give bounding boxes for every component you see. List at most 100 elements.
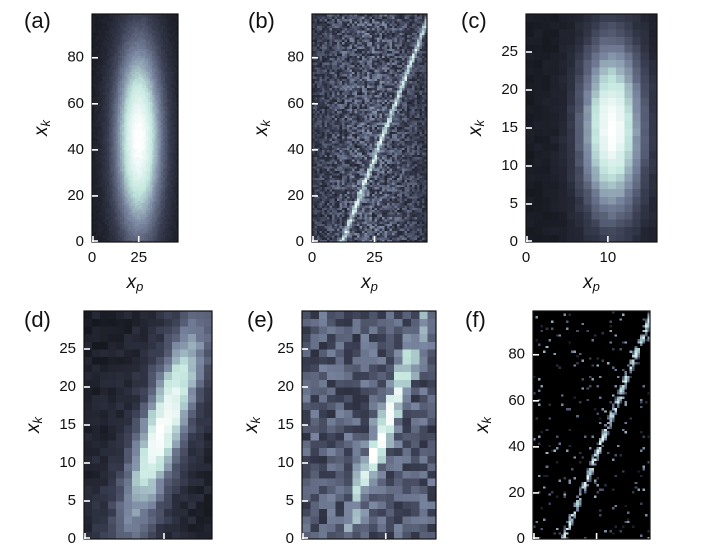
heatmap-cell (172, 209, 175, 213)
heatmap-cell (127, 27, 130, 31)
heatmap-cell (146, 156, 149, 160)
heatmap-cell (121, 156, 125, 160)
heatmap-cell (157, 78, 160, 82)
heatmap-cell (95, 168, 98, 171)
heatmap-cell (101, 92, 104, 95)
heatmap-cell (367, 228, 370, 231)
heatmap-cell (129, 223, 132, 227)
heatmap-cell (164, 43, 168, 47)
heatmap-cell (164, 78, 168, 82)
heatmap-cell (384, 223, 388, 227)
heatmap-cell (95, 209, 98, 213)
heatmap-cell (116, 216, 119, 220)
heatmap-cell (120, 168, 123, 171)
heatmap-cell (153, 184, 156, 188)
heatmap-cell (352, 235, 355, 238)
heatmap-cell (144, 198, 147, 201)
heatmap-cell (146, 20, 149, 24)
heatmap-cell (133, 41, 136, 45)
heatmap-cell (168, 55, 171, 59)
heatmap-cell (153, 34, 156, 38)
heatmap-cell (106, 163, 110, 167)
heatmap-cell (332, 237, 335, 241)
heatmap-cell (157, 168, 160, 171)
heatmap-cell (151, 212, 155, 215)
heatmap-cell (114, 138, 117, 142)
heatmap-cell (163, 85, 166, 89)
heatmap-cell (149, 124, 153, 128)
heatmap-cell (121, 126, 125, 130)
heatmap-cell (112, 124, 115, 128)
heatmap-cell (97, 184, 100, 188)
heatmap-cell (121, 110, 125, 114)
heatmap-cell (93, 142, 97, 146)
heatmap-cell (149, 101, 153, 105)
heatmap-cell (163, 218, 166, 222)
heatmap-cell (324, 235, 328, 238)
heatmap-cell (108, 202, 112, 206)
heatmap-cell (174, 147, 177, 151)
heatmap-cell (163, 200, 166, 204)
heatmap-cell (106, 60, 110, 63)
heatmap-cell (125, 166, 128, 169)
heatmap-cell (131, 159, 134, 162)
heatmap-cell (118, 87, 121, 91)
heatmap-cell (140, 214, 143, 218)
heatmap-cell (92, 115, 95, 118)
heatmap-cell (136, 131, 140, 135)
heatmap-cell (166, 23, 169, 26)
heatmap-cell (379, 235, 383, 238)
heatmap-cell (120, 76, 123, 79)
heatmap-cell (131, 154, 134, 158)
heatmap-cell (108, 108, 112, 112)
heatmap-cell (112, 78, 115, 82)
heatmap-cell (155, 92, 158, 95)
heatmap-cell (120, 60, 123, 63)
heatmap-cell (101, 140, 104, 144)
heatmap-cell (93, 202, 97, 206)
heatmap-cell (142, 235, 145, 238)
heatmap-cell (112, 212, 115, 215)
heatmap-cell (116, 156, 119, 160)
heatmap-cell (125, 184, 128, 188)
heatmap-cell (99, 136, 102, 139)
heatmap-cell (103, 195, 106, 199)
heatmap-cell (129, 232, 132, 236)
heatmap-cell (105, 175, 108, 178)
heatmap-cell (170, 48, 173, 52)
heatmap-cell (144, 239, 147, 243)
heatmap-cell (155, 18, 158, 22)
heatmap-cell (142, 30, 145, 33)
heatmap-cell (114, 230, 117, 234)
heatmap-cell (93, 154, 97, 158)
heatmap-cell (105, 115, 108, 118)
heatmap-cell (176, 115, 179, 118)
heatmap-cell (97, 166, 100, 169)
heatmap-cell (317, 237, 320, 241)
heatmap-cell (108, 131, 112, 135)
heatmap-cell (164, 14, 168, 17)
heatmap-cell (151, 60, 155, 63)
heatmap-cell (133, 223, 136, 227)
heatmap-cell (153, 27, 156, 31)
heatmap-cell (120, 106, 123, 109)
heatmap-cell (92, 138, 95, 142)
heatmap-cell (114, 48, 117, 52)
heatmap-cell (135, 96, 138, 100)
heatmap-cell (97, 223, 100, 227)
heatmap-cell (140, 87, 143, 91)
heatmap-cell (131, 76, 134, 79)
heatmap-cell (164, 214, 168, 218)
heatmap-cell (136, 147, 140, 151)
heatmap-cell (92, 126, 95, 130)
heatmap-cell (161, 90, 164, 93)
heatmap-cell (99, 202, 102, 206)
heatmap-cell (121, 94, 125, 98)
heatmap-cell (176, 117, 179, 121)
heatmap-cell (142, 101, 145, 105)
heatmap-cell (168, 195, 171, 199)
heatmap-cell (161, 73, 164, 77)
heatmap-cell (168, 71, 171, 75)
heatmap-cell (93, 223, 97, 227)
heatmap-cell (116, 131, 119, 135)
